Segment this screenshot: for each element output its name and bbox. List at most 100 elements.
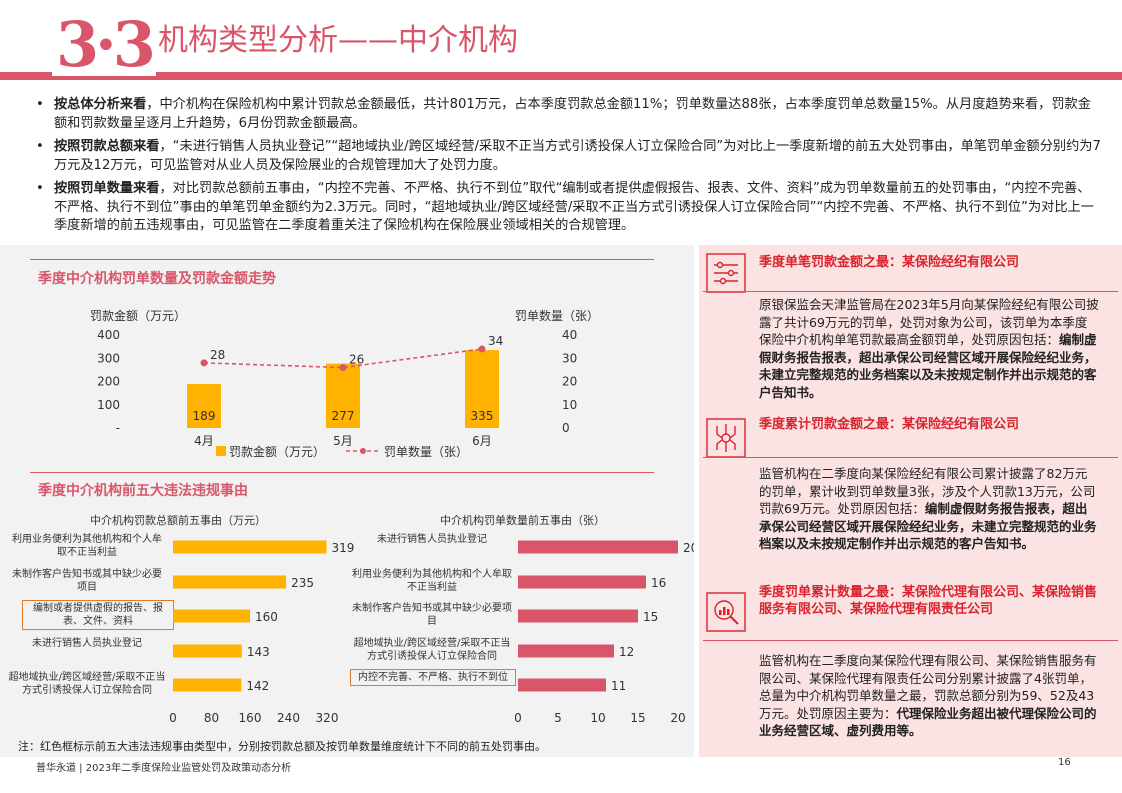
line-point — [478, 345, 486, 353]
violation-category-label: 利用业务便利为其他机构和个人牟取不正当利益 — [12, 534, 162, 558]
x-tick-label: 240 — [277, 711, 300, 725]
left-tick-label: 100 — [97, 398, 120, 412]
ticket-count-line — [203, 348, 483, 369]
chart2-title: 季度中介机构前五大违法违规事由 — [38, 483, 248, 499]
highlight-text: 原银保监会天津监管局在2023年5月向某保险经纪有限公司披露了共计69万元的罚单… — [759, 297, 1099, 347]
x-tick-label: 0 — [514, 711, 522, 725]
ticket-count-bar — [518, 644, 614, 658]
left-tick-label: 200 — [97, 375, 120, 389]
x-tick-label: 0 — [169, 711, 177, 725]
fine-total-value: 160 — [255, 610, 278, 624]
violation-category-label: 内控不完善、不严格、执行不到位 — [350, 669, 516, 686]
section-number: 3·3 — [52, 14, 156, 76]
bar-fine-amount — [465, 350, 499, 428]
ticket-count-value: 12 — [619, 645, 634, 659]
x-tick-label: 80 — [204, 711, 219, 725]
fine-total-bar — [173, 540, 327, 554]
fine-total-value: 142 — [246, 679, 269, 693]
month-label: 4月 — [194, 434, 214, 448]
fine-total-bar — [173, 678, 242, 692]
chart1-rule — [30, 259, 654, 260]
highlight-rule — [703, 457, 1118, 458]
footer-source: 普华永道 | 2023年二季度保险业监管处罚及政策动态分析 — [36, 763, 292, 774]
highlight-title: 季度单笔罚款金额之最：某保险经纪有限公司 — [759, 255, 1020, 270]
legend-line-label: 罚单数量（张） — [384, 444, 468, 459]
fine-total-bar — [173, 575, 287, 589]
bullet-text: ，中介机构在保险机构中累计罚款总金额最低，共计801万元，占本季度罚款总金额11… — [54, 97, 1091, 131]
fine-total-value: 319 — [332, 541, 355, 555]
highlight-body: 监管机构在二季度向某保险代理有限公司、某保险销售服务有限公司、某保险代理有限责任… — [759, 652, 1099, 740]
fine-total-value: 143 — [247, 645, 270, 659]
highlight-rule — [703, 640, 1118, 641]
violation-category-label: 未制作客户告知书或其中缺少必要项目 — [12, 569, 162, 593]
left-tick-label: 300 — [97, 351, 120, 365]
header-rule — [0, 72, 1122, 80]
ticket-count-bar — [518, 575, 646, 589]
x-tick-label: 320 — [316, 711, 339, 725]
x-tick-label: 10 — [590, 711, 605, 725]
chart2-rule — [30, 472, 654, 473]
left-tick-label: 400 — [97, 328, 120, 342]
line-value-label: 28 — [210, 348, 225, 362]
legend-bar-swatch — [216, 446, 226, 456]
highlight-title: 季度累计罚款金额之最：某保险经纪有限公司 — [759, 417, 1020, 432]
bar-fine-amount — [326, 363, 360, 428]
highlight-body: 原银保监会天津监管局在2023年5月向某保险经纪有限公司披露了共计69万元的罚单… — [759, 296, 1099, 401]
bullet-lead: 按总体分析来看 — [54, 97, 147, 112]
x-tick-label: 20 — [670, 711, 685, 725]
bullet-lead: 按照罚款总额来看 — [54, 139, 160, 154]
bullet-text: ，对比罚款总额前五事由，“内控不完善、不严格、执行不到位”取代“编制或者提供虚假… — [54, 181, 1094, 233]
ticket-count-bar — [518, 540, 678, 554]
fine-total-value: 235 — [291, 576, 314, 590]
page-title: 机构类型分析——中介机构 — [158, 23, 518, 58]
highlight-rule — [703, 291, 1118, 292]
ticket-count-bar — [518, 678, 606, 692]
ticket-count-value: 16 — [651, 576, 666, 590]
bar-fine-amount — [187, 384, 221, 428]
circuit-icon — [706, 418, 746, 458]
ticket-count-value: 11 — [611, 679, 626, 693]
line-point — [200, 359, 208, 367]
ticket-count-value: 20 — [683, 541, 694, 555]
highlight-reason: 代理保险业务超出被代理保险公司的业务经营区域、虚列费用等。 — [759, 705, 1097, 739]
violation-category-label: 超地域执业/跨区域经营/采取不正当方式引诱投保人订立保险合同 — [8, 672, 166, 696]
left-subtitle: 中介机构罚款总额前五事由（万元） — [90, 514, 266, 527]
violation-category-label: 利用业务便利为其他机构和个人牟取不正当利益 — [352, 569, 512, 593]
month-label: 5月 — [333, 434, 353, 448]
legend-line-marker — [360, 448, 366, 454]
month-label: 6月 — [472, 434, 492, 448]
left-tick-label: - — [116, 421, 120, 435]
ticket-count-value: 15 — [643, 610, 658, 624]
right-tick-label: 20 — [562, 375, 577, 389]
right-tick-label: 10 — [562, 398, 577, 412]
bullet-item: • 按照罚款总额来看，“未进行销售人员执业登记”“超地域执业/跨区域经营/采取不正… — [36, 139, 1101, 173]
fine-total-bar — [173, 609, 250, 623]
violation-category-label: 未进行销售人员执业登记 — [32, 638, 142, 649]
highlights-panel — [699, 245, 1122, 757]
magnifier-chart-icon — [706, 592, 746, 632]
bullet-item: • 按总体分析来看，中介机构在保险机构中累计罚款总金额最低，共计801万元，占本季… — [36, 97, 1091, 131]
right-axis-label: 罚单数量（张） — [515, 308, 599, 323]
highlight-reason: 编制虚假财务报告报表，超出承保公司经营区域开展保险经纪业务，未建立完整规范的业务… — [759, 332, 1097, 400]
highlight-reason: 编制虚假财务报告报表，超出承保公司经营区域开展保险经纪业务，未建立完整规范的业务… — [759, 501, 1097, 551]
analysis-bullets: • 按总体分析来看，中介机构在保险机构中累计罚款总金额最低，共计801万元，占本季… — [36, 96, 1102, 241]
x-tick-label: 15 — [630, 711, 645, 725]
chart1-title: 季度中介机构罚单数量及罚款金额走势 — [38, 271, 276, 287]
bar-value-label: 189 — [193, 409, 216, 423]
x-tick-label: 5 — [554, 711, 562, 725]
right-tick-label: 0 — [562, 421, 570, 435]
ticket-count-bar — [518, 609, 638, 623]
x-tick-label: 160 — [239, 711, 262, 725]
sliders-icon — [706, 253, 746, 293]
fine-total-bar — [173, 644, 242, 658]
line-value-label: 26 — [349, 353, 364, 367]
chart-footnote: 注：红色框标示前五大违法违规事由类型中，分别按罚款总额及按罚单数量维度统计下不同… — [18, 740, 546, 753]
bullet-lead: 按照罚单数量来看 — [54, 181, 160, 196]
legend-bar-label: 罚款金额（万元） — [229, 444, 325, 459]
highlight-title: 季度罚单累计数量之最：某保险代理有限公司、某保险销售服务有限公司、某保险代理有限… — [759, 585, 1098, 617]
line-point — [339, 364, 347, 372]
page-number: 16 — [1058, 757, 1071, 768]
line-value-label: 34 — [488, 334, 503, 348]
